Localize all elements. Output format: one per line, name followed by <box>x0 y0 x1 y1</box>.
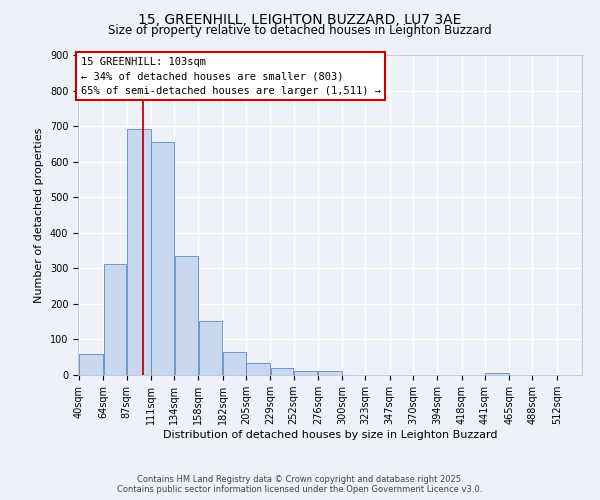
Y-axis label: Number of detached properties: Number of detached properties <box>34 128 44 302</box>
Bar <box>79 354 103 375</box>
Bar <box>485 372 509 375</box>
Bar <box>271 368 293 375</box>
Bar <box>127 128 151 375</box>
Bar <box>247 362 270 375</box>
Text: Size of property relative to detached houses in Leighton Buzzard: Size of property relative to detached ho… <box>108 24 492 37</box>
Bar <box>199 321 223 375</box>
Bar <box>223 352 245 375</box>
Bar <box>151 142 174 375</box>
Text: 15 GREENHILL: 103sqm
← 34% of detached houses are smaller (803)
65% of semi-deta: 15 GREENHILL: 103sqm ← 34% of detached h… <box>80 56 380 96</box>
Bar <box>294 372 317 375</box>
Bar <box>104 264 126 375</box>
Text: 15, GREENHILL, LEIGHTON BUZZARD, LU7 3AE: 15, GREENHILL, LEIGHTON BUZZARD, LU7 3AE <box>139 12 461 26</box>
Bar <box>318 372 342 375</box>
Text: Contains HM Land Registry data © Crown copyright and database right 2025.
Contai: Contains HM Land Registry data © Crown c… <box>118 474 482 494</box>
X-axis label: Distribution of detached houses by size in Leighton Buzzard: Distribution of detached houses by size … <box>163 430 497 440</box>
Bar <box>175 256 198 375</box>
